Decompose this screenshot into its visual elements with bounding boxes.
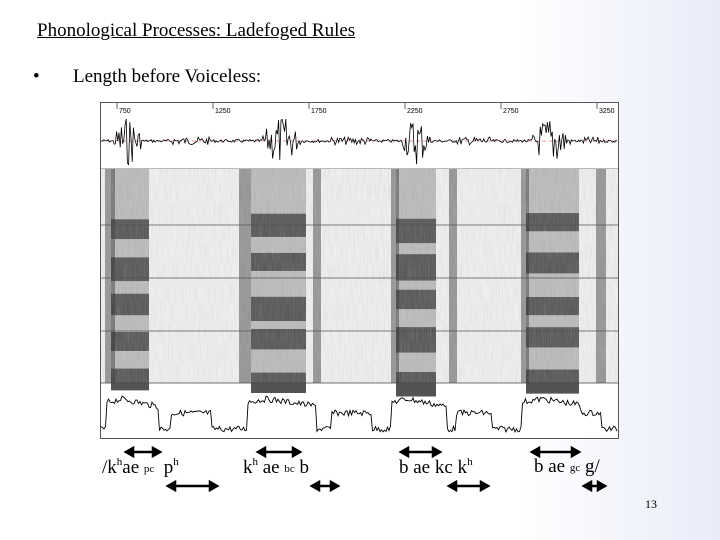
duration-arrows	[123, 445, 608, 493]
bullet-symbol: •	[33, 66, 40, 87]
time-tick-label: 2750	[503, 108, 519, 115]
intensity-trace	[101, 395, 618, 434]
time-axis: 750 1250 1750 2250 2750 3250	[116, 103, 615, 115]
spectrogram-noise	[101, 169, 618, 383]
intensity-track	[101, 395, 618, 434]
page-number: 13	[645, 497, 657, 511]
spectrogram	[101, 169, 618, 397]
slide-title: Phonological Processes: Ladefoged Rules	[37, 20, 356, 41]
transcription-word-4: b ae gc g/	[534, 456, 600, 477]
spectrogram-svg: 750 1250 1750 2250 2750 3250	[101, 103, 618, 434]
bullet-text: Length before Voiceless:	[73, 66, 262, 87]
transcription-word-2: kh ae bc b	[243, 456, 310, 478]
transcription-word-3: b ae kc kh	[399, 456, 473, 478]
transcription-word-1: /khae pc ph	[102, 456, 179, 478]
time-tick-label: 1750	[311, 108, 327, 115]
waveform-trace	[101, 118, 617, 166]
spectrogram-figure: 750 1250 1750 2250 2750 3250	[100, 102, 619, 439]
time-tick-label: 750	[119, 108, 131, 115]
time-tick-label: 2250	[407, 108, 423, 115]
time-tick-label: 3250	[599, 108, 615, 115]
waveform	[101, 118, 618, 170]
time-tick-label: 1250	[215, 108, 231, 115]
